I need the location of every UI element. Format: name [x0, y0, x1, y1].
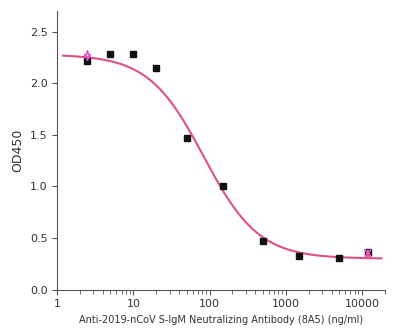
Y-axis label: OD450: OD450: [11, 129, 24, 172]
X-axis label: Anti-2019-nCoV S-IgM Neutralizing Antibody (8A5) (ng/ml): Anti-2019-nCoV S-IgM Neutralizing Antibo…: [79, 315, 363, 325]
